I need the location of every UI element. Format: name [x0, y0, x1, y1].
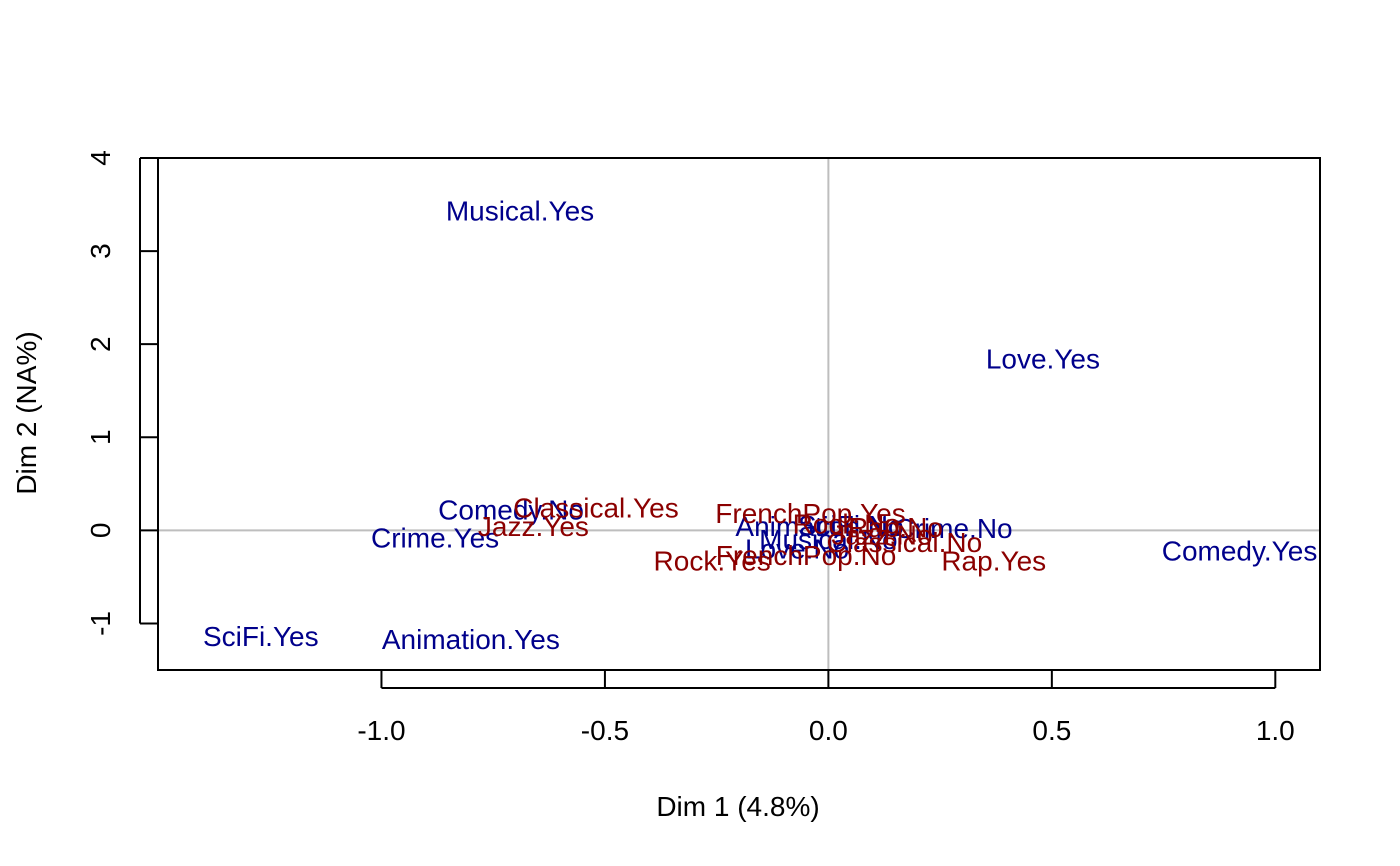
point-label: Comedy.Yes	[1162, 535, 1318, 566]
x-axis-title: Dim 1 (4.8%)	[656, 791, 819, 822]
x-tick-label: 0.0	[809, 715, 848, 746]
y-tick-label: 4	[85, 150, 116, 166]
point-label: Animation.No	[735, 511, 903, 542]
point-label: Comedy.No	[438, 494, 584, 525]
point-label: Love.No	[745, 533, 849, 564]
plot-frame	[157, 157, 1321, 671]
point-label: Rap.Yes	[941, 546, 1046, 577]
x-axis: -1.0 -0.5 0.0 0.5 1.0	[357, 670, 1295, 746]
point-label: Musical.Yes	[446, 196, 594, 227]
point-label: Animation.Yes	[382, 624, 560, 655]
point-label: Jazz.No	[831, 520, 932, 551]
point-label: Musical.No	[759, 524, 897, 555]
point-label: Classical.No	[827, 527, 983, 558]
y-tick-label: -1	[85, 611, 116, 636]
point-label: FrenchPop.Yes	[715, 498, 905, 529]
y-tick-label: 3	[85, 243, 116, 259]
x-tick-label: -1.0	[357, 715, 405, 746]
y-tick-label: 1	[85, 429, 116, 445]
x-tick-label: -0.5	[581, 715, 629, 746]
point-label: FrenchPop.No	[716, 540, 897, 571]
x-tick-label: 0.5	[1032, 715, 1071, 746]
point-label: Rock.Yes	[654, 546, 771, 577]
reference-lines	[158, 158, 1320, 670]
point-label: SciFi.No	[798, 510, 904, 541]
y-tick-label: 2	[85, 336, 116, 352]
point-label: Classical.Yes	[513, 493, 678, 524]
y-axis-title: Dim 2 (NA%)	[11, 331, 42, 494]
point-label: Rap.No	[848, 512, 943, 543]
point-label: Crime.Yes	[371, 522, 499, 553]
point-label: Rock.No	[793, 508, 900, 539]
point-label: Crime.No	[894, 513, 1012, 544]
point-label: Love.Yes	[986, 344, 1100, 375]
y-axis: -1 0 1 2 3 4	[85, 150, 158, 636]
point-label: SciFi.Yes	[203, 621, 319, 652]
point-label: Jazz.Yes	[478, 511, 589, 542]
y-tick-label: 0	[85, 523, 116, 539]
x-tick-label: 1.0	[1256, 715, 1295, 746]
